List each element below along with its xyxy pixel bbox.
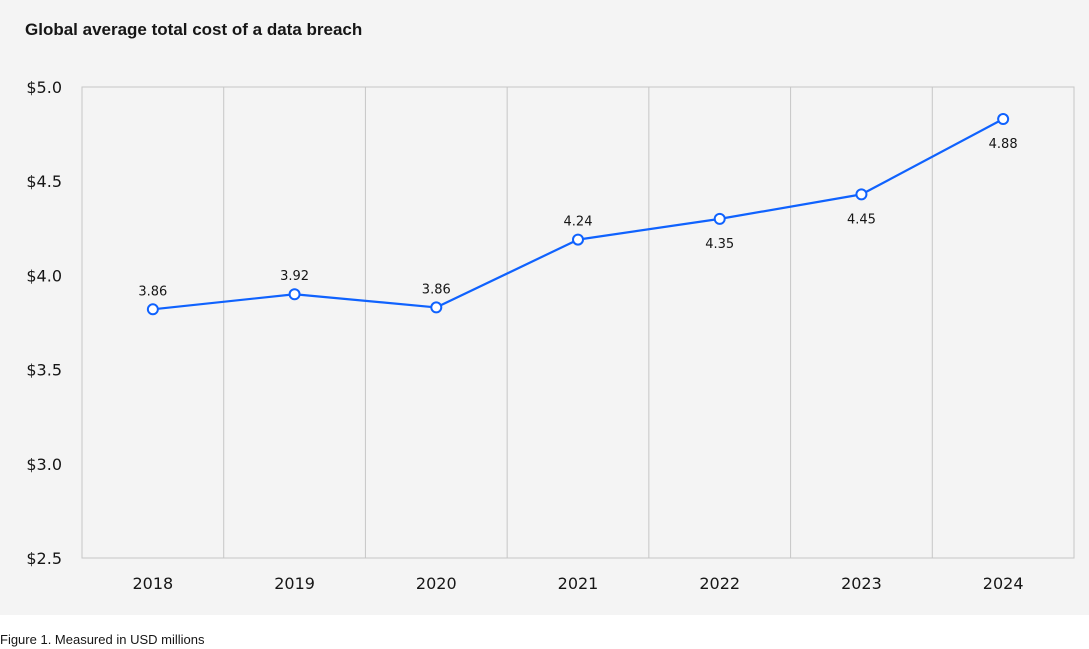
data-point bbox=[572, 233, 584, 246]
y-tick-label: $3.5 bbox=[26, 361, 62, 380]
plot-border bbox=[81, 86, 1075, 559]
x-tick-label: 2019 bbox=[274, 574, 315, 593]
data-point bbox=[997, 113, 1010, 126]
x-tick-label: 2024 bbox=[983, 574, 1024, 593]
y-tick-label: $4.0 bbox=[26, 266, 62, 285]
chart-title: Global average total cost of a data brea… bbox=[25, 20, 363, 39]
x-axis: 2018 2019 2020 2021 2022 2023 2024 bbox=[132, 574, 1023, 593]
y-tick-label: $3.0 bbox=[26, 455, 62, 474]
x-tick-label: 2020 bbox=[416, 574, 457, 593]
y-tick-label: $5.0 bbox=[26, 78, 62, 97]
data-point bbox=[288, 288, 301, 301]
gridlines bbox=[223, 87, 933, 558]
x-tick-label: 2018 bbox=[132, 574, 173, 593]
data-label: 3.92 bbox=[280, 269, 309, 284]
data-point bbox=[430, 301, 443, 314]
data-label: 4.88 bbox=[989, 137, 1018, 152]
data-label: 4.45 bbox=[847, 212, 876, 227]
data-label: 4.24 bbox=[564, 215, 593, 230]
y-tick-label: $4.5 bbox=[26, 172, 62, 191]
series bbox=[146, 113, 1010, 316]
figure-caption: Figure 1. Measured in USD millions bbox=[0, 632, 205, 647]
x-tick-label: 2022 bbox=[699, 574, 740, 593]
data-label: 3.86 bbox=[138, 284, 167, 299]
x-tick-label: 2023 bbox=[841, 574, 882, 593]
y-axis: $2.5 $3.0 $3.5 $4.0 $4.5 $5.0 bbox=[26, 78, 62, 568]
data-point bbox=[713, 212, 726, 225]
data-labels: 3.86 3.92 3.86 4.24 4.35 4.45 4.88 bbox=[138, 137, 1017, 299]
data-point bbox=[146, 303, 159, 316]
y-tick-label: $2.5 bbox=[26, 549, 62, 568]
data-label: 3.86 bbox=[422, 282, 451, 297]
chart-panel: Global average total cost of a data brea… bbox=[0, 0, 1089, 615]
data-point bbox=[855, 188, 868, 201]
line-chart: $2.5 $3.0 $3.5 $4.0 $4.5 $5.0 2018 2019 2020 202… bbox=[26, 78, 1075, 593]
data-label: 4.35 bbox=[705, 237, 734, 252]
plot-area bbox=[81, 86, 1075, 559]
x-tick-label: 2021 bbox=[558, 574, 599, 593]
